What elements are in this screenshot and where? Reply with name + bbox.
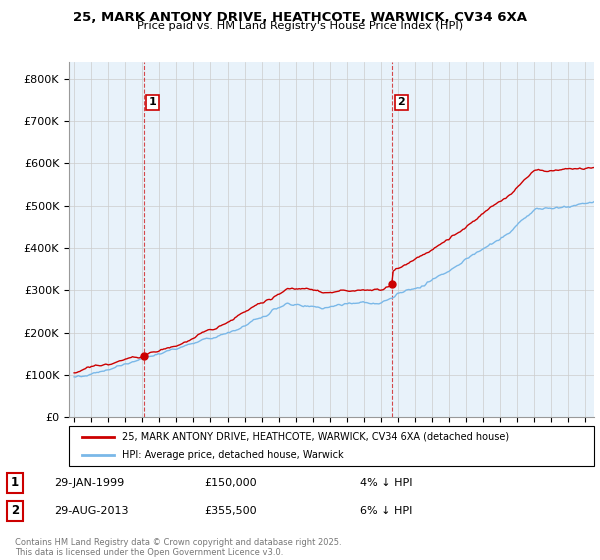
Text: 6% ↓ HPI: 6% ↓ HPI <box>360 506 412 516</box>
Text: 29-JAN-1999: 29-JAN-1999 <box>54 478 124 488</box>
Text: Price paid vs. HM Land Registry's House Price Index (HPI): Price paid vs. HM Land Registry's House … <box>137 21 463 31</box>
Text: 1: 1 <box>11 476 19 489</box>
Text: 4% ↓ HPI: 4% ↓ HPI <box>360 478 413 488</box>
Text: 1: 1 <box>149 97 157 108</box>
Text: Contains HM Land Registry data © Crown copyright and database right 2025.
This d: Contains HM Land Registry data © Crown c… <box>15 538 341 557</box>
Text: 29-AUG-2013: 29-AUG-2013 <box>54 506 128 516</box>
Text: 2: 2 <box>397 97 405 108</box>
Text: HPI: Average price, detached house, Warwick: HPI: Average price, detached house, Warw… <box>121 450 343 460</box>
Text: 25, MARK ANTONY DRIVE, HEATHCOTE, WARWICK, CV34 6XA: 25, MARK ANTONY DRIVE, HEATHCOTE, WARWIC… <box>73 11 527 24</box>
Text: £150,000: £150,000 <box>204 478 257 488</box>
Text: 25, MARK ANTONY DRIVE, HEATHCOTE, WARWICK, CV34 6XA (detached house): 25, MARK ANTONY DRIVE, HEATHCOTE, WARWIC… <box>121 432 509 442</box>
Text: 2: 2 <box>11 504 19 517</box>
Text: £355,500: £355,500 <box>204 506 257 516</box>
